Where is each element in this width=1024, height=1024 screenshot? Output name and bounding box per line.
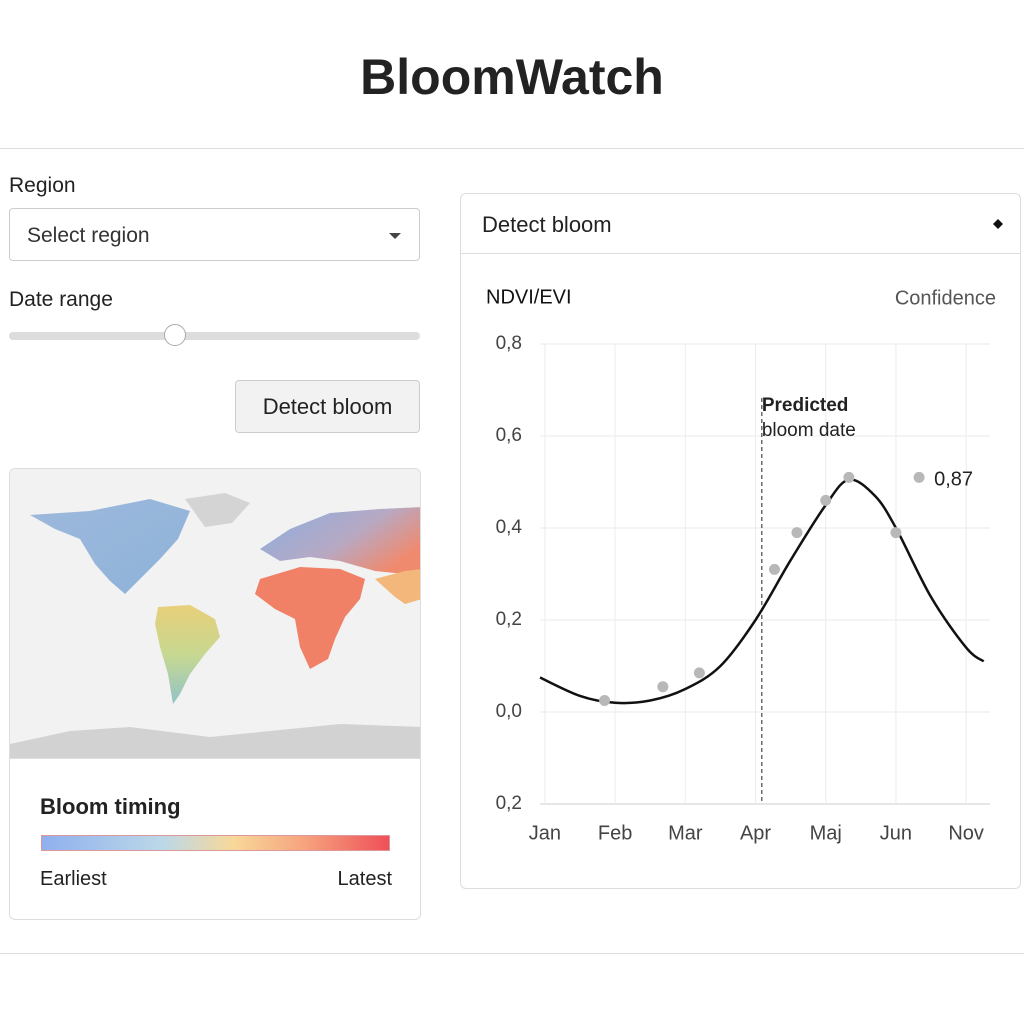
panel-title: Detect bloom — [482, 212, 612, 237]
legend-min: Earliest — [40, 868, 107, 890]
panel-menu[interactable] — [992, 218, 1004, 230]
date-label: Date range — [9, 288, 113, 311]
chart-card: Detect bloom — [460, 193, 1021, 889]
legend-gradient — [41, 835, 390, 851]
region-select[interactable]: Select region — [9, 208, 420, 261]
divider — [0, 953, 1024, 954]
divider — [0, 148, 1024, 149]
region-placeholder: Select region — [27, 224, 150, 247]
region-label: Region — [9, 174, 76, 197]
legend-max: Latest — [337, 868, 392, 890]
dropdown-arrow — [389, 233, 401, 239]
bloom-map — [10, 469, 420, 759]
divider — [461, 253, 1020, 254]
map-card: Bloom timing Earliest Latest — [9, 468, 421, 920]
detect-button[interactable]: Detect bloom — [235, 380, 420, 433]
date-slider[interactable] — [9, 332, 420, 340]
legend-title: Bloom timing — [40, 794, 181, 819]
app-title: BloomWatch — [360, 49, 664, 105]
slider-thumb[interactable] — [164, 324, 186, 346]
